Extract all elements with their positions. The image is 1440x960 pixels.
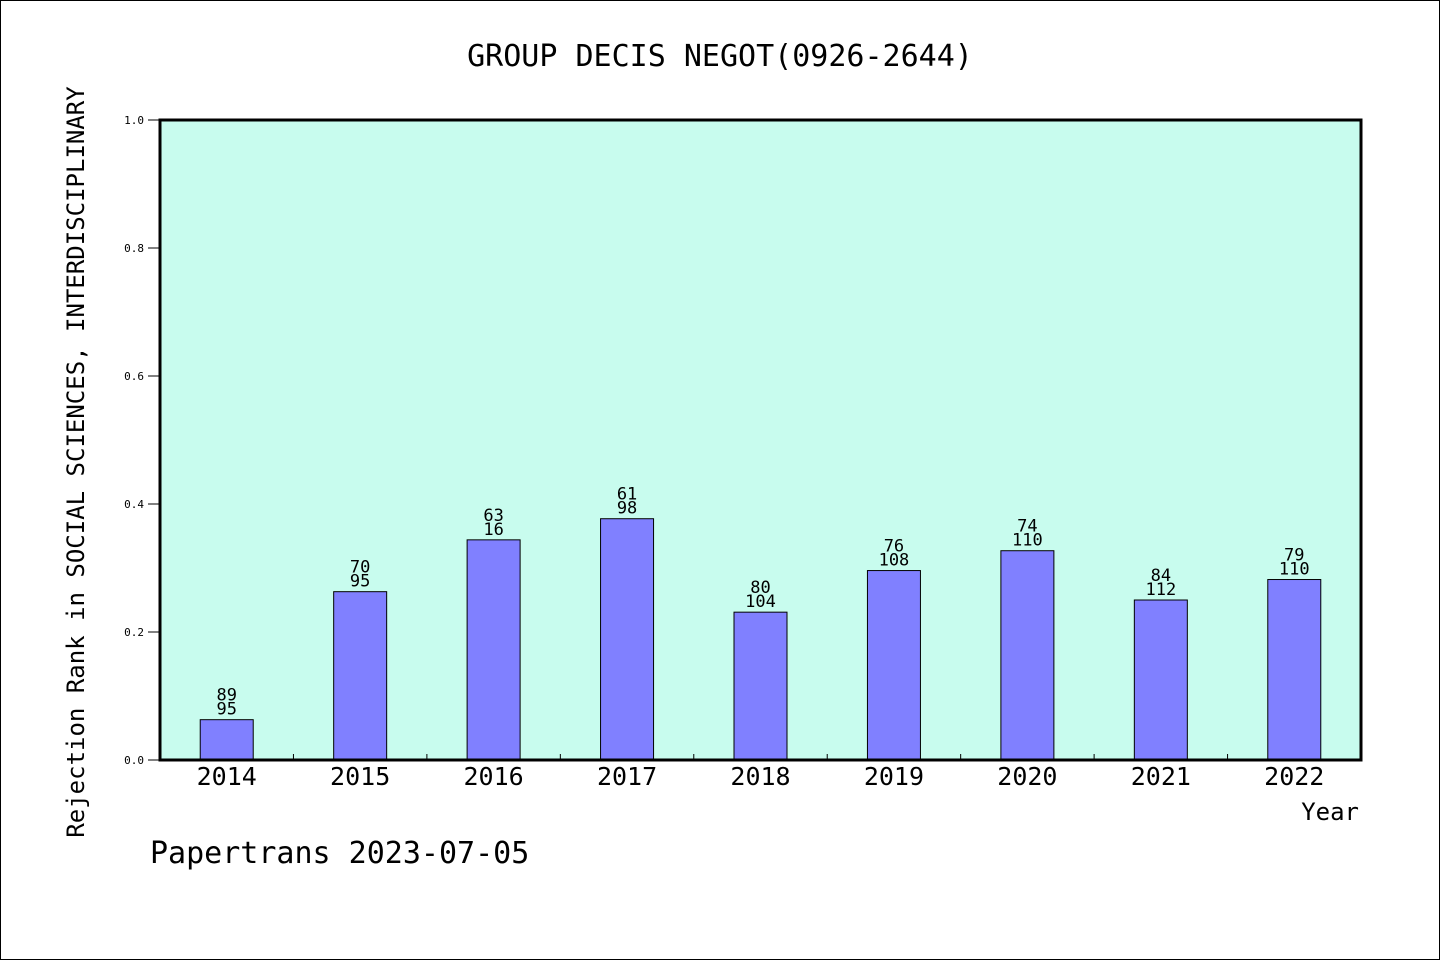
bar-label-top: 63 [483, 506, 503, 526]
bar-2020 [1000, 550, 1055, 761]
x-tick-label: 2020 [997, 762, 1057, 791]
y-tick-label: 1.0 [124, 114, 144, 127]
bar-label-bottom: 16 [483, 520, 503, 540]
bar-label-bottom: 95 [350, 572, 370, 592]
x-tick-label: 2021 [1131, 762, 1191, 791]
bars-group: 8995709563166198801047610874110841127911… [199, 485, 1322, 761]
x-tick-label: 2019 [864, 762, 924, 791]
y-tick-label: 0.4 [124, 498, 144, 511]
x-tick-label: 2017 [597, 762, 657, 791]
x-tick-label: 2015 [330, 762, 390, 791]
bar-label-top: 79 [1284, 546, 1304, 566]
bar-label-bottom: 98 [617, 499, 637, 519]
bar-2022 [1267, 579, 1322, 761]
bar-label-bottom: 112 [1145, 580, 1176, 600]
x-tick-label: 2022 [1264, 762, 1324, 791]
y-axis: 0.0 0.2 0.4 0.6 0.8 1.0 [124, 114, 160, 767]
bar-2016 [466, 539, 521, 761]
bar-label-top: 70 [350, 558, 370, 578]
x-tick-label: 2014 [197, 762, 257, 791]
bar-2015 [333, 591, 388, 761]
plot-border [158, 118, 1363, 762]
bar-label-bottom: 110 [1012, 531, 1043, 551]
chart-title: GROUP DECIS NEGOT(0926-2644) [467, 39, 973, 74]
bar-2014 [199, 719, 254, 761]
bar-2021 [1133, 599, 1188, 761]
bar-label-top: 76 [884, 537, 904, 557]
bar-label-top: 74 [1017, 517, 1037, 537]
bar-label-bottom: 95 [216, 700, 236, 720]
y-tick-label: 0.6 [124, 370, 144, 383]
bar-label-top: 80 [750, 578, 770, 598]
bar-label-top: 89 [216, 686, 236, 706]
bar-label-bottom: 104 [745, 592, 776, 612]
y-tick-label: 0.0 [124, 754, 144, 767]
x-tick-label: 2018 [730, 762, 790, 791]
footer-credit: Papertrans 2023-07-05 [150, 836, 529, 871]
bar-2019 [866, 570, 921, 761]
bar-2018 [733, 611, 788, 761]
y-axis-label: Rejection Rank in SOCIAL SCIENCES, INTER… [62, 86, 90, 838]
bar-2017 [600, 518, 655, 761]
bar-label-top: 84 [1151, 566, 1171, 586]
x-tick-label: 2016 [464, 762, 524, 791]
y-tick-label: 0.8 [124, 242, 144, 255]
x-axis-label: Year [1301, 798, 1359, 826]
y-tick-label: 0.2 [124, 626, 144, 639]
x-axis: 2014 2015 2016 2017 2018 2019 2020 2021 2022 [197, 754, 1324, 791]
bar-label-bottom: 108 [879, 551, 910, 571]
bar-label-top: 61 [617, 485, 637, 505]
bar-label-bottom: 110 [1279, 560, 1310, 580]
